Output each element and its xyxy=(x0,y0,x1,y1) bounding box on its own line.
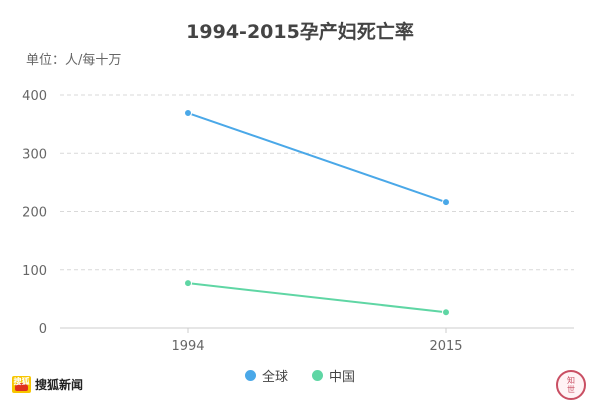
series-line-1 xyxy=(187,282,447,314)
brand-logo-text: 搜狐 xyxy=(13,376,30,386)
legend-label-global: 全球 xyxy=(261,370,288,385)
legend-marker-global xyxy=(244,370,256,381)
seal-text-2: 世 xyxy=(567,385,575,394)
legend-item-china[interactable]: 中国 xyxy=(312,366,355,385)
x-tick-label-1994: 1994 xyxy=(171,339,204,354)
legend: 全球 中国 xyxy=(0,366,600,385)
y-tick-label-400: 400 xyxy=(22,89,47,104)
data-point-0-2015 xyxy=(442,198,450,207)
sohu-logo-icon: 搜狐 xyxy=(12,376,31,393)
legend-item-global[interactable]: 全球 xyxy=(244,366,288,385)
y-tick-label-300: 300 xyxy=(22,147,47,162)
data-point-0-1994 xyxy=(184,109,192,118)
unit-label: 单位：人/每十万 xyxy=(26,53,122,68)
seal-text-1: 知 xyxy=(567,376,575,385)
legend-label-china: 中国 xyxy=(329,370,356,385)
y-tick-label-100: 100 xyxy=(22,264,47,279)
y-tick-label-0: 0 xyxy=(39,322,47,337)
seal-logo-icon: 知 世 xyxy=(556,370,586,400)
brand-name: 搜狐新闻 xyxy=(35,378,84,392)
x-tick-label-2015: 2015 xyxy=(429,339,462,354)
chart-title: 1994-2015孕产妇死亡率 xyxy=(186,21,414,43)
brand: 搜狐 搜狐新闻 xyxy=(12,376,83,393)
legend-marker-china xyxy=(312,370,323,381)
data-point-1-1994 xyxy=(184,279,192,288)
y-tick-label-200: 200 xyxy=(22,206,47,221)
series-line-0 xyxy=(187,112,447,204)
data-point-1-2015 xyxy=(442,308,450,317)
